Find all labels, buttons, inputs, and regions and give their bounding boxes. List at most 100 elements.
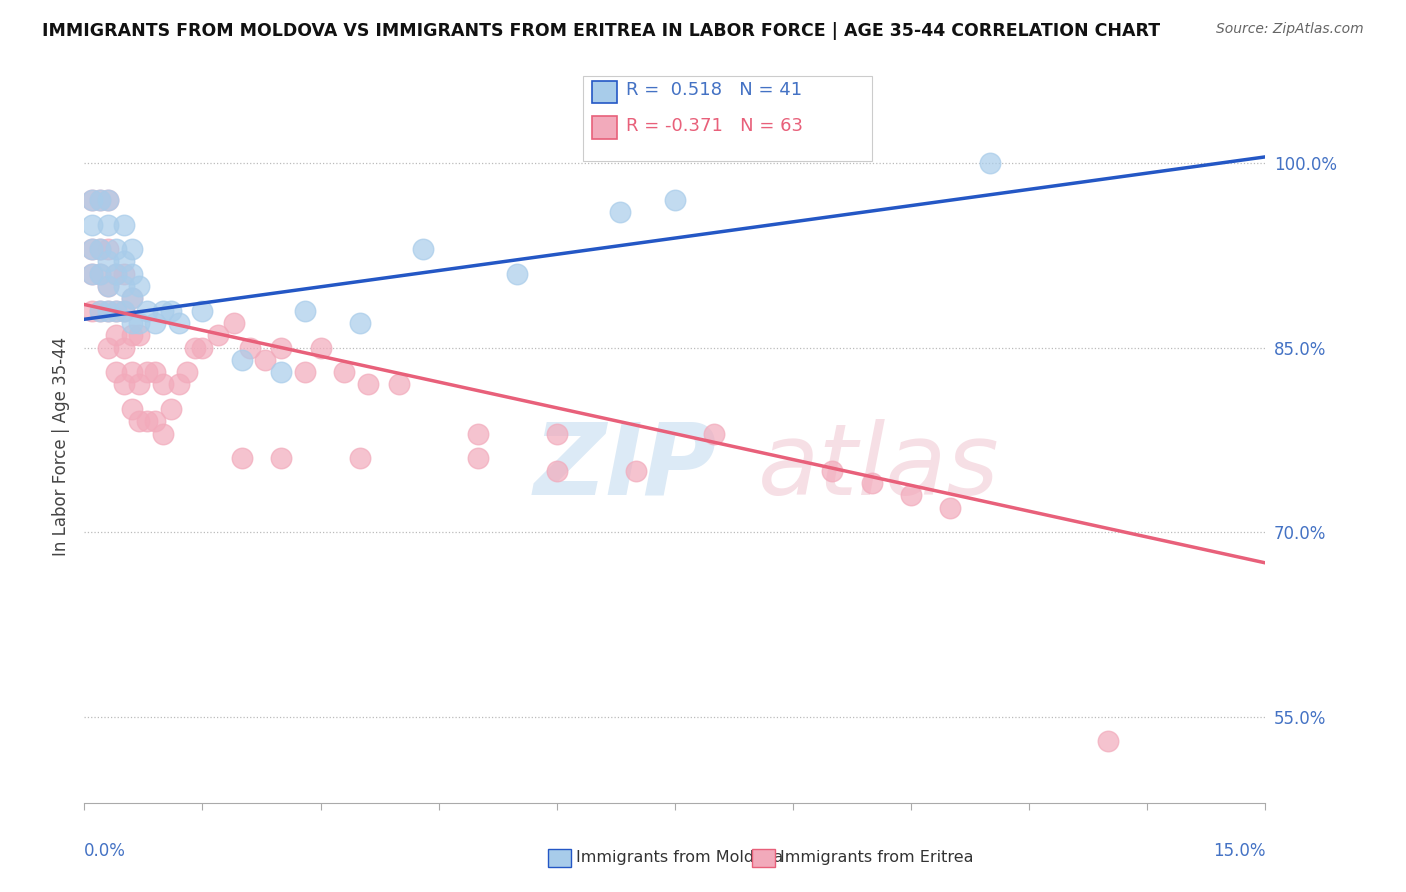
Point [152, 303, 174, 318]
Point [89, 303, 111, 318]
Point [121, 267, 143, 281]
Point [97, 341, 120, 355]
Text: ZIP: ZIP [533, 419, 716, 516]
Point [191, 341, 214, 355]
Point [128, 316, 150, 330]
Point [160, 402, 183, 417]
Point [1097, 734, 1119, 748]
Point [160, 303, 183, 318]
Point [609, 205, 631, 219]
Point [112, 341, 135, 355]
Point [183, 341, 205, 355]
Point [239, 341, 262, 355]
Point [349, 316, 371, 330]
Point [112, 254, 135, 268]
Point [121, 242, 143, 256]
Text: Immigrants from Moldova: Immigrants from Moldova [576, 850, 783, 864]
Point [128, 328, 150, 343]
Point [121, 316, 143, 330]
Point [89, 242, 111, 256]
Point [82, 267, 104, 281]
Point [231, 352, 253, 367]
Point [112, 377, 135, 392]
Text: 0.0%: 0.0% [84, 842, 127, 860]
Point [900, 488, 922, 502]
Point [89, 193, 111, 207]
Point [89, 267, 111, 281]
Point [97, 303, 120, 318]
Point [104, 267, 127, 281]
Point [143, 414, 166, 428]
Point [167, 377, 190, 392]
Point [104, 365, 127, 379]
Point [388, 377, 411, 392]
Point [89, 303, 111, 318]
Point [270, 451, 292, 466]
Point [112, 218, 135, 232]
Point [207, 328, 229, 343]
Point [97, 193, 120, 207]
Point [112, 267, 135, 281]
Point [128, 414, 150, 428]
Text: 15.0%: 15.0% [1213, 842, 1265, 860]
Point [309, 341, 332, 355]
Point [89, 193, 111, 207]
Point [128, 279, 150, 293]
Point [191, 303, 214, 318]
Point [104, 242, 127, 256]
Point [97, 279, 120, 293]
Point [231, 451, 253, 466]
Point [82, 193, 104, 207]
Point [254, 352, 277, 367]
Point [97, 218, 120, 232]
Point [546, 464, 568, 478]
Point [97, 279, 120, 293]
Point [128, 377, 150, 392]
Text: Source: ZipAtlas.com: Source: ZipAtlas.com [1216, 22, 1364, 37]
Point [82, 242, 104, 256]
Point [104, 267, 127, 281]
Point [467, 451, 489, 466]
Point [860, 475, 883, 490]
Point [294, 365, 316, 379]
Point [467, 426, 489, 441]
Point [121, 328, 143, 343]
Point [167, 316, 190, 330]
Point [97, 254, 120, 268]
Point [294, 303, 316, 318]
Point [104, 303, 127, 318]
Point [121, 365, 143, 379]
Point [143, 316, 166, 330]
Point [97, 303, 120, 318]
Point [82, 303, 104, 318]
Point [143, 365, 166, 379]
Point [136, 414, 159, 428]
Point [821, 464, 844, 478]
Point [152, 426, 174, 441]
Point [979, 156, 1001, 170]
Point [546, 426, 568, 441]
Point [664, 193, 686, 207]
Point [270, 365, 292, 379]
Point [112, 303, 135, 318]
Point [121, 291, 143, 305]
Text: Immigrants from Eritrea: Immigrants from Eritrea [780, 850, 974, 864]
Point [152, 377, 174, 392]
Point [624, 464, 647, 478]
Text: R = -0.371   N = 63: R = -0.371 N = 63 [626, 117, 803, 135]
Point [176, 365, 198, 379]
Point [412, 242, 434, 256]
Point [104, 328, 127, 343]
Point [82, 218, 104, 232]
Point [97, 242, 120, 256]
Point [270, 341, 292, 355]
Point [136, 365, 159, 379]
Y-axis label: In Labor Force | Age 35-44: In Labor Force | Age 35-44 [52, 336, 70, 556]
Point [112, 303, 135, 318]
Point [222, 316, 245, 330]
Text: IMMIGRANTS FROM MOLDOVA VS IMMIGRANTS FROM ERITREA IN LABOR FORCE | AGE 35-44 CO: IMMIGRANTS FROM MOLDOVA VS IMMIGRANTS FR… [42, 22, 1160, 40]
Point [97, 193, 120, 207]
Point [82, 242, 104, 256]
Point [506, 267, 529, 281]
Point [89, 267, 111, 281]
